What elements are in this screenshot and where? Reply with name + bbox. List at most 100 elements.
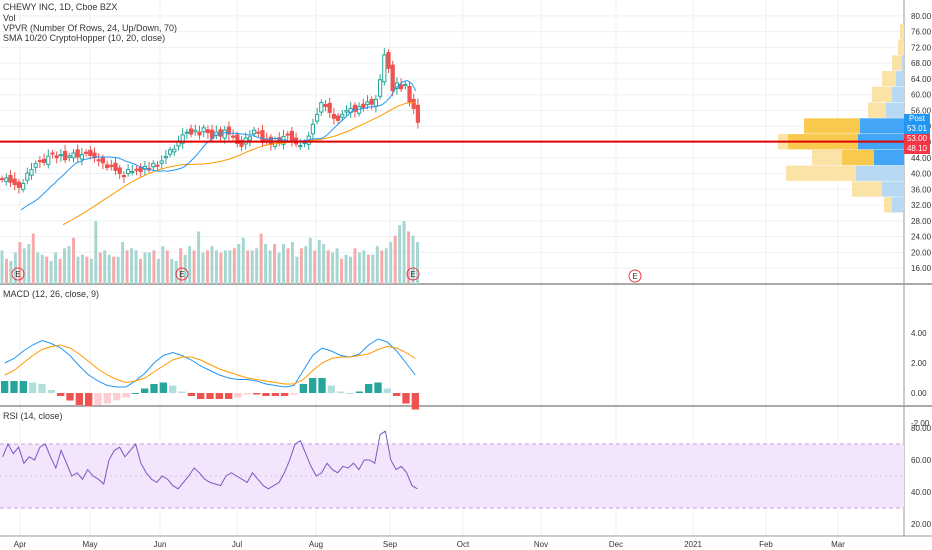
- macd-hist-bar-0: [1, 381, 9, 393]
- rsi-tick-0: 80.00: [911, 424, 932, 433]
- volume-bar-55: [246, 250, 250, 284]
- earnings-marker-text-2: E: [179, 270, 184, 279]
- macd-tick-0: 4.00: [911, 329, 927, 338]
- price-tick-3: 68.00: [911, 59, 932, 68]
- candle-body-39: [163, 156, 169, 159]
- macd-histogram: [1, 378, 419, 410]
- candle-body-13: [54, 155, 59, 159]
- volume-bar-2: [9, 260, 13, 284]
- vpvr-up-4: [892, 86, 904, 103]
- volume-bar-4: [18, 242, 22, 284]
- volume-bar-69: [308, 237, 312, 284]
- vpvr-down-11: [884, 197, 892, 213]
- candle-body-49: [205, 129, 211, 134]
- vpvr-va-up-0: [860, 118, 904, 134]
- time-axis[interactable]: Apr May Jun Jul Aug Sep Oct Nov Dec 2021 Feb Mar: [14, 540, 845, 549]
- price-tick-4: 64.00: [911, 75, 932, 84]
- rsi-tick-1: 60.00: [911, 456, 932, 465]
- candle-body-95: [399, 84, 404, 90]
- macd-hist-bar-26: [243, 393, 251, 395]
- vpvr-down-2: [892, 55, 902, 71]
- vpvr-legend[interactable]: VPVR (Number Of Rows, 24, Up/Down, 70): [3, 23, 178, 33]
- time-tick-9: 2021: [684, 540, 702, 549]
- gridlines: [0, 0, 904, 536]
- vpvr-down-5: [868, 102, 886, 118]
- volume-bar-63: [281, 244, 285, 284]
- price-tick-6: 56.00: [911, 106, 932, 115]
- macd-tick-1: 2.00: [911, 359, 927, 368]
- macd-hist-bar-13: [122, 393, 130, 398]
- time-tick-6: Oct: [457, 540, 470, 549]
- volume-bar-34: [152, 250, 156, 284]
- volume-bar-33: [147, 252, 151, 284]
- volume-bar-37: [165, 250, 169, 284]
- macd-legend[interactable]: MACD (12, 26, close, 9): [3, 289, 100, 299]
- volume-bar-46: [206, 250, 209, 284]
- sma-legend[interactable]: SMA 10/20 CryptoHopper (10, 20, close): [3, 33, 166, 43]
- vol-legend[interactable]: Vol: [3, 13, 16, 23]
- macd-hist-bar-9: [85, 393, 93, 407]
- candle-body-93: [390, 64, 395, 92]
- macd-hist-bar-7: [66, 393, 74, 401]
- candle-body-9: [37, 160, 42, 163]
- time-tick-0: Apr: [14, 540, 27, 549]
- candle-body-48: [201, 127, 206, 133]
- macd-hist-bar-35: [327, 385, 335, 393]
- price-tick-16: 16.00: [911, 264, 932, 273]
- time-tick-10: Feb: [759, 540, 773, 549]
- volume-bar-42: [188, 246, 192, 284]
- volume-bar-59: [264, 244, 268, 284]
- candle-body-37: [155, 164, 160, 167]
- candle-body-44: [184, 131, 190, 134]
- candle-body-43: [180, 134, 185, 144]
- volume-bar-53: [237, 244, 241, 284]
- volume-bar-88: [393, 235, 397, 284]
- volume-bar-30: [134, 250, 138, 284]
- price-tick-12: 32.00: [911, 201, 932, 210]
- candle-body-0: [0, 178, 5, 181]
- volume-bars: [0, 221, 419, 284]
- volume-bar-61: [273, 244, 277, 284]
- volume-bar-50: [223, 250, 227, 284]
- macd-hist-bar-32: [299, 384, 307, 393]
- earnings-marker-3[interactable]: [406, 267, 420, 281]
- volume-bar-84: [375, 246, 379, 284]
- rsi-axis[interactable]: 80.00 60.00 40.00 20.00: [911, 424, 932, 529]
- earnings-marker-1[interactable]: [11, 267, 25, 281]
- macd-hist-bar-14: [131, 393, 139, 394]
- volume-bar-90: [402, 221, 406, 284]
- macd-hist-bar-34: [318, 378, 326, 393]
- earnings-marker-2[interactable]: [175, 267, 189, 281]
- volume-bar-31: [139, 258, 142, 284]
- time-tick-8: Dec: [609, 540, 623, 549]
- volume-bar-22: [98, 252, 102, 284]
- volume-bar-62: [277, 252, 281, 284]
- candle-body-27: [113, 162, 118, 171]
- candle-body-46: [193, 129, 198, 133]
- vpvr-up-10: [882, 181, 904, 197]
- candle-body-92: [386, 52, 391, 69]
- candle-body-79: [331, 113, 336, 119]
- macd-hist-bar-42: [393, 393, 401, 396]
- rsi-legend[interactable]: RSI (14, close): [3, 411, 63, 421]
- volume-bar-48: [214, 250, 218, 284]
- volume-bar-24: [107, 254, 111, 284]
- earnings-markers[interactable]: E E E E: [11, 267, 642, 283]
- macd-hist-bar-8: [75, 393, 83, 405]
- macd-hist-bar-25: [234, 393, 242, 398]
- vpvr-up-9: [856, 165, 904, 181]
- volume-bar-65: [290, 242, 294, 284]
- price-tick-10: 40.00: [911, 170, 932, 179]
- volume-bar-14: [63, 248, 67, 284]
- macd-axis[interactable]: 4.00 2.00 0.00 -2.00: [911, 329, 930, 428]
- volume-bar-83: [371, 254, 375, 284]
- volume-bar-76: [340, 258, 344, 284]
- candle-body-57: [239, 139, 244, 147]
- volume-bar-86: [384, 248, 388, 284]
- candle-body-75: [315, 113, 320, 122]
- volume-bar-7: [31, 233, 35, 284]
- volume-bar-93: [416, 242, 419, 284]
- candle-body-30: [126, 169, 131, 175]
- earnings-marker-4[interactable]: [628, 269, 642, 283]
